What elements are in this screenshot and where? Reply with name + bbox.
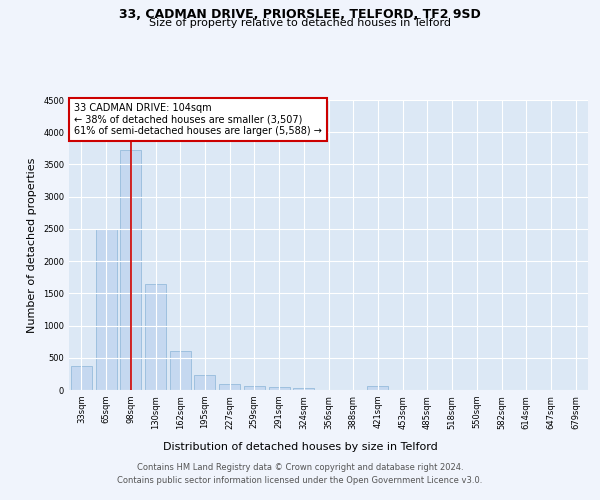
Bar [145, 284, 166, 390]
Text: 33 CADMAN DRIVE: 104sqm
← 38% of detached houses are smaller (3,507)
61% of semi: 33 CADMAN DRIVE: 104sqm ← 38% of detache… [74, 103, 322, 136]
Bar [269, 387, 290, 390]
Text: Size of property relative to detached houses in Telford: Size of property relative to detached ho… [149, 18, 451, 28]
Bar [244, 386, 265, 390]
Text: Contains HM Land Registry data © Crown copyright and database right 2024.: Contains HM Land Registry data © Crown c… [137, 464, 463, 472]
Bar [120, 150, 141, 390]
Y-axis label: Number of detached properties: Number of detached properties [28, 158, 37, 332]
Bar [219, 384, 240, 390]
Bar [293, 388, 314, 390]
Bar [194, 374, 215, 390]
Bar [367, 386, 388, 390]
Bar [170, 352, 191, 390]
Text: Distribution of detached houses by size in Telford: Distribution of detached houses by size … [163, 442, 437, 452]
Bar [71, 366, 92, 390]
Text: Contains public sector information licensed under the Open Government Licence v3: Contains public sector information licen… [118, 476, 482, 485]
Bar [95, 229, 116, 390]
Text: 33, CADMAN DRIVE, PRIORSLEE, TELFORD, TF2 9SD: 33, CADMAN DRIVE, PRIORSLEE, TELFORD, TF… [119, 8, 481, 20]
